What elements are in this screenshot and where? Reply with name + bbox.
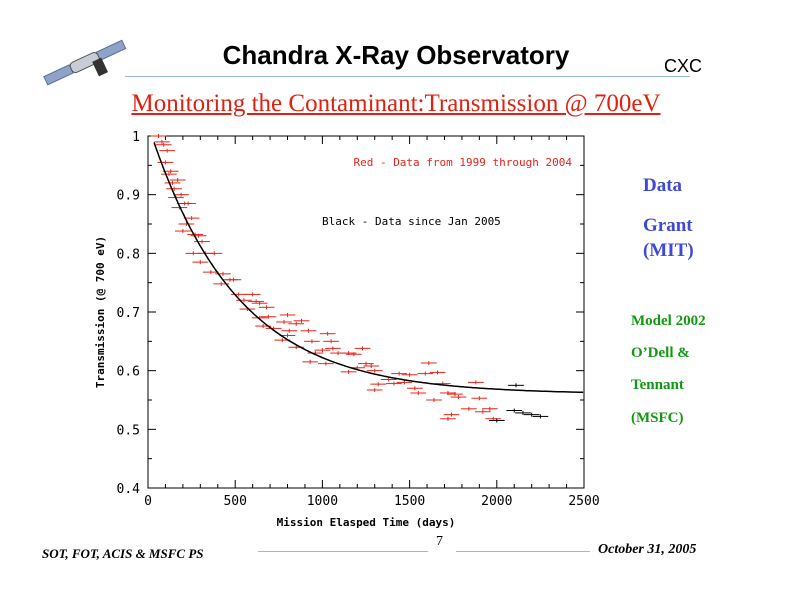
legend-black-annotation: Black - Data since Jan 2005 (322, 215, 501, 228)
y-tick-label: 0.9 (117, 189, 140, 204)
y-tick-label: 0.5 (117, 423, 140, 438)
header-title: Chandra X-Ray Observatory (222, 40, 570, 70)
footer-date: October 31, 2005 (598, 542, 697, 557)
plot-frame (147, 135, 585, 489)
data-author: Grant (643, 215, 693, 236)
y-tick-label: 0.8 (117, 247, 140, 262)
data-label: Data (643, 175, 683, 196)
slide-subtitle: Monitoring the Contaminant:Transmission … (131, 90, 661, 117)
footer-divider-left (258, 551, 428, 552)
model-label: Model 2002 (631, 313, 706, 329)
x-tick-label: 2000 (481, 494, 512, 509)
model-author-2: Tennant (631, 377, 684, 393)
page-number: 7 (436, 534, 443, 549)
header-divider (125, 76, 690, 77)
transmission-chart: 0 500 1000 1500 2000 2500 0.4 0.5 0.6 0.7 0.8 0.9 1 M… (94, 130, 600, 529)
x-tick-label: 2500 (568, 494, 599, 509)
y-tick-label: 0.4 (117, 482, 141, 497)
model-institution: (MSFC) (631, 410, 684, 426)
satellite-icon (43, 39, 127, 86)
x-tick-label: 500 (223, 494, 246, 509)
org-label: CXC (664, 56, 703, 76)
legend-red-annotation: Red - Data from 1999 through 2004 (353, 156, 572, 169)
y-tick-label: 1 (132, 130, 140, 145)
model-curve (153, 142, 584, 394)
footer-left: SOT, FOT, ACIS & MSFC PS (42, 546, 204, 561)
x-axis-label: Mission Elasped Time (days) (277, 516, 456, 529)
model-author-1: O’Dell & (631, 345, 690, 361)
y-tick-label: 0.6 (117, 365, 140, 380)
y-tick-label: 0.7 (117, 306, 140, 321)
y-axis-label: Transmission (@ 700 eV) (94, 236, 107, 388)
x-tick-label: 1000 (307, 494, 338, 509)
footer-divider-right (456, 551, 590, 552)
x-tick-label: 0 (144, 494, 152, 509)
x-tick-label: 1500 (394, 494, 425, 509)
data-institution: (MIT) (643, 240, 694, 261)
